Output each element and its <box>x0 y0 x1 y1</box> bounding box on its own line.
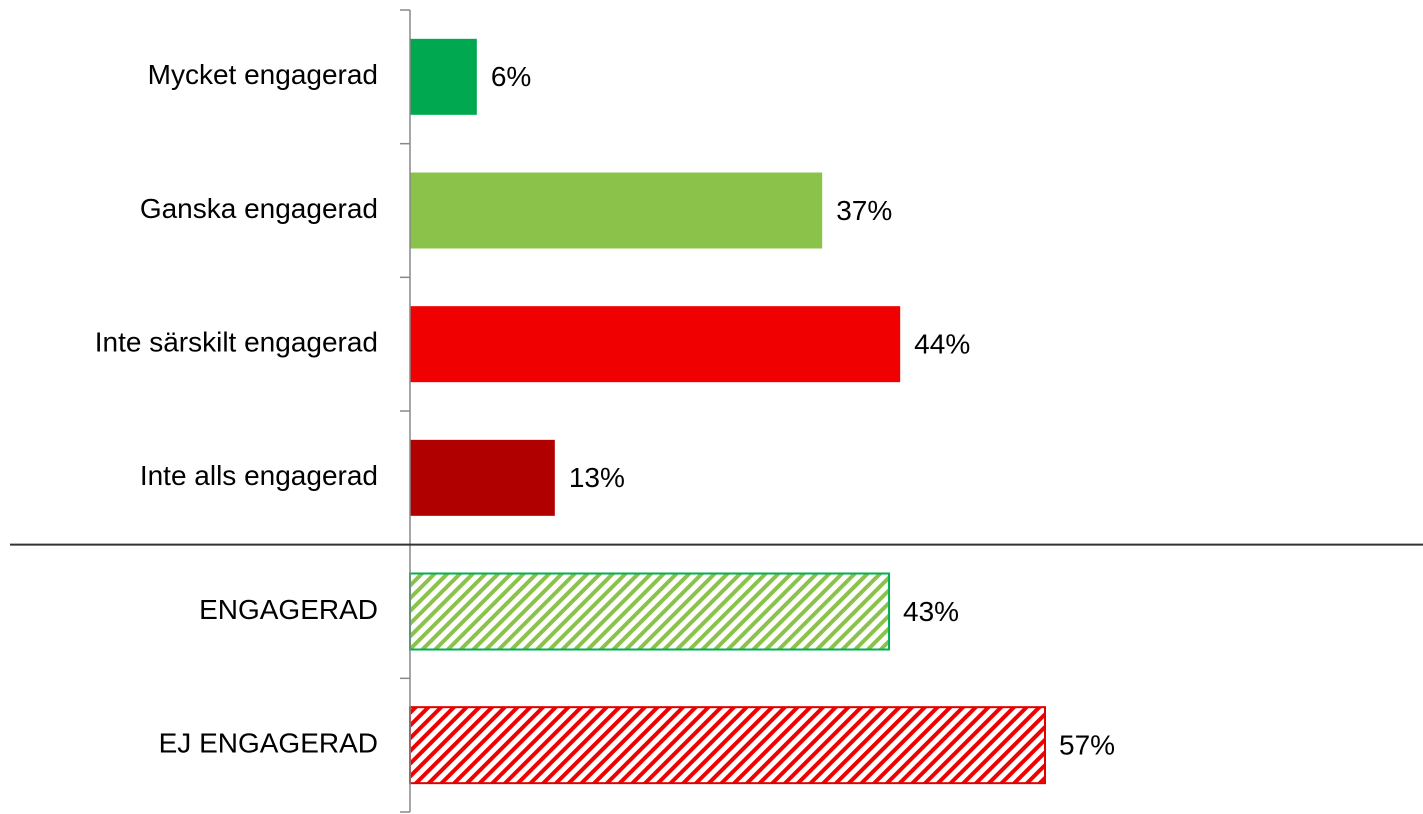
value-label: 13% <box>569 462 625 493</box>
bar <box>410 172 823 249</box>
category-label: EJ ENGAGERAD <box>159 728 378 759</box>
bar <box>410 38 477 115</box>
category-label: Inte alls engagerad <box>140 460 378 491</box>
value-label: 44% <box>914 329 970 360</box>
bar <box>410 439 555 516</box>
bar <box>410 306 901 383</box>
value-label: 6% <box>491 61 531 92</box>
value-label: 37% <box>836 195 892 226</box>
bar <box>409 706 1046 785</box>
value-label: 43% <box>903 596 959 627</box>
bar <box>409 572 891 651</box>
category-label: Ganska engagerad <box>140 193 378 224</box>
category-label: Mycket engagerad <box>148 59 378 90</box>
category-label: Inte särskilt engagerad <box>95 327 378 358</box>
value-label: 57% <box>1059 730 1115 761</box>
category-label: ENGAGERAD <box>199 594 378 625</box>
